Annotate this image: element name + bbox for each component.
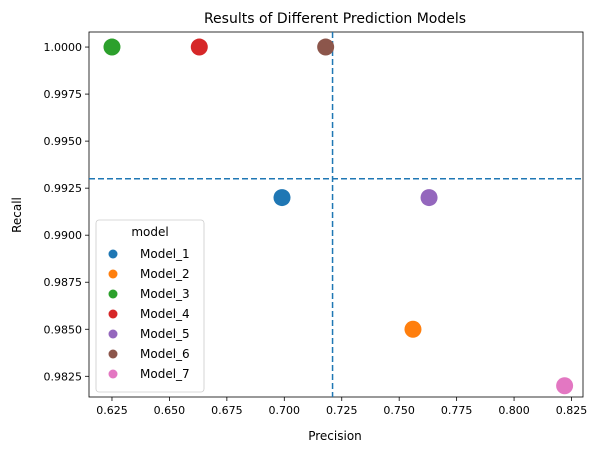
x-tick-label: 0.750 [383, 404, 415, 417]
legend-label: Model_1 [140, 247, 190, 261]
data-point-model_6 [317, 38, 335, 56]
legend-marker [108, 349, 118, 359]
legend-marker [108, 309, 118, 319]
plot-area [85, 31, 584, 401]
x-tick-label: 0.625 [96, 404, 128, 417]
y-tick-label: 1.0000 [44, 41, 83, 54]
legend-label: Model_4 [140, 307, 190, 321]
legend: model Model_1 Model_2 Model_3 Model_4 Model_5… [95, 219, 205, 393]
data-point-model_3 [103, 38, 121, 56]
x-tick-label: 0.825 [556, 404, 588, 417]
data-point-model_4 [190, 38, 208, 56]
y-tick-label: 0.9825 [44, 370, 83, 383]
legend-label: Model_2 [140, 267, 190, 281]
x-tick-label: 0.775 [441, 404, 473, 417]
x-axis-label: Precision [308, 429, 362, 443]
data-point-model_5 [420, 189, 438, 207]
y-tick-label: 0.9850 [44, 323, 83, 336]
plot-frame [88, 31, 584, 398]
legend-label: Model_6 [140, 347, 190, 361]
legend-label: Model_7 [140, 367, 190, 381]
y-tick-label: 0.9950 [44, 135, 83, 148]
legend-label: Model_3 [140, 287, 190, 301]
x-tick-label: 0.675 [211, 404, 243, 417]
legend-label: Model_5 [140, 327, 190, 341]
x-tick-label: 0.700 [269, 404, 301, 417]
legend-title: model [131, 225, 168, 239]
legend-box [95, 219, 205, 393]
y-tick-label: 0.9975 [44, 88, 83, 101]
data-point-model_2 [404, 320, 422, 338]
y-tick-label: 0.9925 [44, 182, 83, 195]
legend-marker [108, 289, 118, 299]
data-point-model_7 [556, 377, 574, 395]
x-tick-label: 0.800 [498, 404, 530, 417]
x-tick-label: 0.650 [154, 404, 186, 417]
chart-title: Results of Different Prediction Models [204, 11, 466, 27]
y-axis-label: Recall [10, 197, 24, 233]
legend-marker [108, 249, 118, 259]
y-tick-label: 0.9875 [44, 276, 83, 289]
legend-marker [108, 269, 118, 279]
y-tick-label: 0.9900 [44, 229, 83, 242]
data-point-model_1 [273, 189, 291, 207]
legend-marker [108, 369, 118, 379]
x-tick-label: 0.725 [326, 404, 358, 417]
legend-marker [108, 329, 118, 339]
